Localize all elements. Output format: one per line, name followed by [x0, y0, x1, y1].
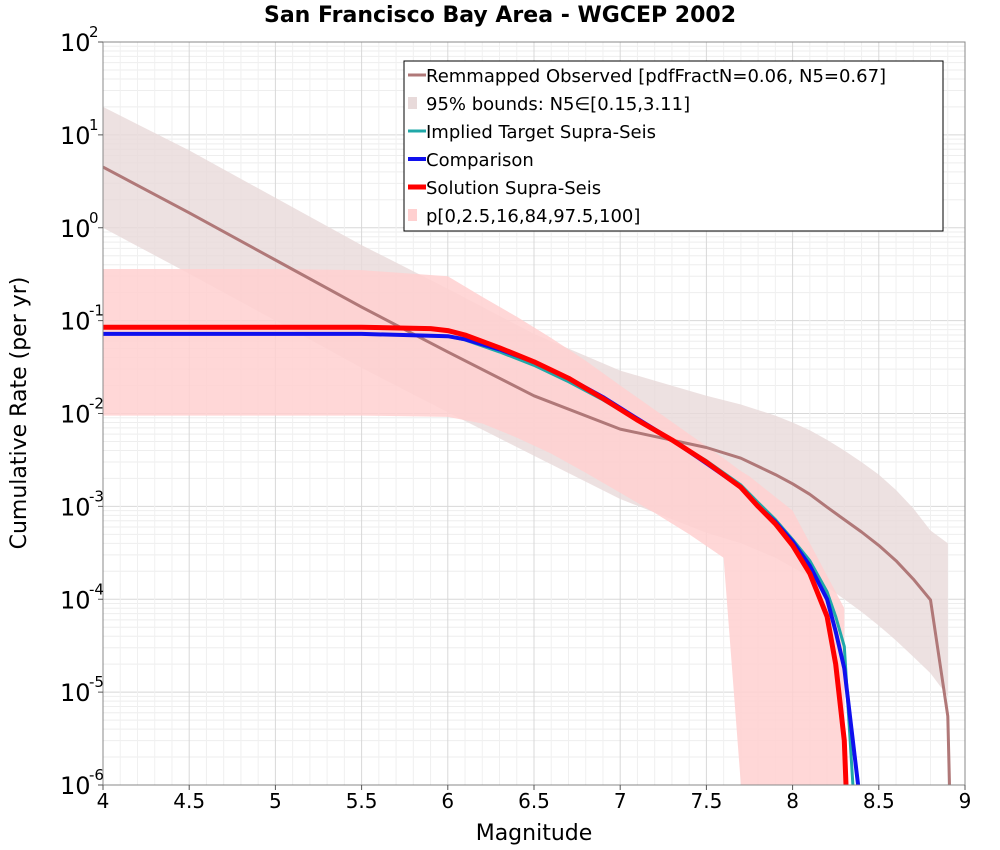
y-tick-base: 10 [60, 772, 91, 800]
legend-label: Solution Supra-Seis [426, 178, 601, 199]
x-tick-label: 5.5 [346, 789, 378, 813]
x-tick-label: 6.5 [518, 789, 550, 813]
x-tick-label: 9 [959, 789, 972, 813]
y-tick-base: 10 [60, 215, 91, 243]
legend-label: Implied Target Supra-Seis [426, 122, 656, 143]
legend-label: 95% bounds: N5∈[0.15,3.11] [426, 94, 690, 115]
x-axis-ticks: 4 4.5 5 5.5 6 6.5 7 7.5 8 8.5 9 [97, 785, 972, 813]
y-tick-exponent: -1 [89, 302, 104, 320]
y-tick-base: 10 [60, 401, 91, 429]
y-tick-exponent: -2 [89, 395, 104, 413]
legend: Remmapped Observed [pdfFractN=0.06, N5=0… [403, 60, 944, 232]
legend-swatch-band [408, 209, 417, 221]
x-tick-label: 4.5 [173, 789, 205, 813]
series-lines [103, 165, 951, 785]
y-tick-base: 10 [60, 586, 91, 614]
y-tick-base: 10 [60, 308, 91, 336]
y-tick-base: 10 [60, 122, 91, 150]
y-tick-exponent: -5 [89, 673, 104, 691]
x-tick-label: 8 [786, 789, 799, 813]
chart-title: San Francisco Bay Area - WGCEP 2002 [264, 3, 736, 28]
series-line-0 [103, 165, 951, 785]
y-tick-exponent: 2 [89, 23, 99, 41]
legend-swatch-band [408, 97, 417, 109]
legend-label: Remmapped Observed [pdfFractN=0.06, N5=0… [426, 66, 886, 87]
x-tick-label: 6 [441, 789, 454, 813]
y-tick-exponent: 0 [89, 209, 99, 227]
x-tick-label: 4 [97, 789, 110, 813]
x-tick-label: 8.5 [863, 789, 895, 813]
y-tick-exponent: 1 [89, 116, 99, 134]
y-tick-base: 10 [60, 29, 91, 57]
band-5 [103, 269, 845, 785]
x-tick-label: 5 [269, 789, 282, 813]
y-tick-exponent: -3 [89, 487, 104, 505]
y-tick-base: 10 [60, 493, 91, 521]
legend-label: p[0,2.5,16,84,97.5,100] [426, 206, 640, 227]
y-tick-exponent: -4 [89, 580, 104, 598]
x-tick-label: 7 [614, 789, 627, 813]
y-axis-title: Cumulative Rate (per yr) [7, 277, 32, 550]
legend-box [403, 60, 944, 232]
legend-label: Comparison [426, 150, 534, 171]
x-axis-title: Magnitude [476, 821, 593, 846]
y-tick-exponent: -6 [89, 766, 104, 784]
x-tick-label: 7.5 [690, 789, 722, 813]
y-tick-base: 10 [60, 679, 91, 707]
bands [103, 106, 948, 785]
series-line-4 [103, 324, 849, 785]
